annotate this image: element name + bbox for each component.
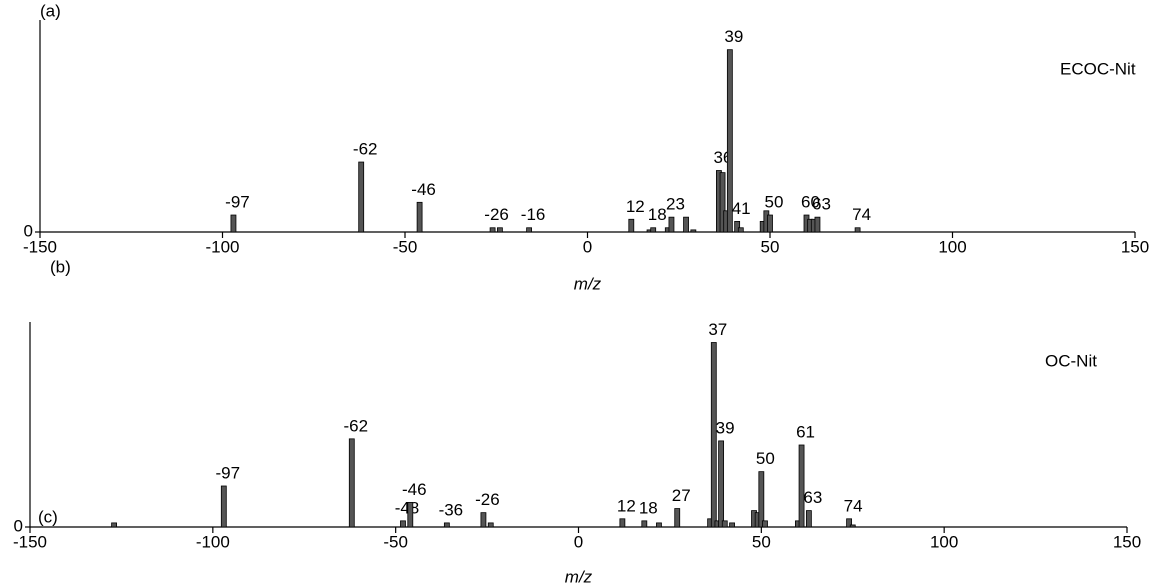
x-tick-label: 0 bbox=[574, 532, 583, 551]
bar bbox=[849, 524, 856, 528]
x-tick-label: -100 bbox=[196, 532, 230, 551]
bar bbox=[710, 342, 717, 528]
peak-label: -97 bbox=[225, 193, 250, 212]
bar bbox=[690, 229, 697, 233]
bar bbox=[762, 520, 768, 528]
x-tick-label: 50 bbox=[752, 532, 771, 551]
bar bbox=[656, 522, 662, 528]
x-tick-label: 100 bbox=[938, 237, 966, 256]
bar bbox=[628, 218, 635, 233]
peak-label: 60 bbox=[801, 193, 820, 212]
peak-label: -62 bbox=[353, 140, 378, 159]
bar bbox=[719, 172, 726, 233]
panel-label: (c) bbox=[38, 507, 58, 526]
x-tick-label: -50 bbox=[393, 237, 418, 256]
bar bbox=[416, 201, 423, 233]
peak-label: 50 bbox=[765, 193, 784, 212]
bar bbox=[619, 518, 626, 528]
panel-label: (a) bbox=[40, 1, 61, 20]
x-tick-label: -150 bbox=[13, 532, 47, 551]
x-tick-label: 50 bbox=[761, 237, 780, 256]
peak-label: 39 bbox=[724, 27, 743, 46]
peak-label: 63 bbox=[812, 195, 831, 214]
bar bbox=[846, 518, 852, 528]
bar bbox=[400, 520, 406, 528]
bar bbox=[480, 512, 487, 528]
x-tick-label: 100 bbox=[930, 532, 958, 551]
bar bbox=[798, 444, 805, 528]
peak-label: -26 bbox=[475, 490, 500, 509]
bar bbox=[407, 501, 414, 528]
bar bbox=[758, 471, 765, 528]
x-tick-label: 150 bbox=[1121, 237, 1149, 256]
peak-label: -36 bbox=[439, 500, 464, 519]
peak-label: -62 bbox=[343, 416, 368, 435]
bar bbox=[230, 214, 237, 233]
series-name: OC-Nit bbox=[1045, 351, 1097, 370]
peak-label: 61 bbox=[796, 422, 815, 441]
x-axis-label: m/z bbox=[565, 567, 593, 586]
series-name: ECOC-Nit bbox=[1060, 59, 1136, 78]
bar bbox=[674, 508, 681, 528]
bar bbox=[854, 227, 861, 233]
bar bbox=[526, 227, 532, 233]
peak-label: -48 bbox=[395, 498, 420, 517]
peak-label: 12 bbox=[617, 496, 636, 515]
bar bbox=[729, 522, 735, 528]
y-tick-label: 0 bbox=[24, 221, 33, 240]
peak-label: 23 bbox=[666, 195, 685, 214]
peak-label: 39 bbox=[716, 418, 735, 437]
x-tick-label: 150 bbox=[1113, 532, 1141, 551]
bar bbox=[111, 522, 118, 528]
bar bbox=[726, 49, 733, 233]
bar bbox=[496, 227, 503, 233]
peak-label: 63 bbox=[803, 488, 822, 507]
bar bbox=[721, 520, 728, 528]
peak-label: -16 bbox=[521, 205, 546, 224]
peak-label: 41 bbox=[732, 199, 751, 218]
bar bbox=[487, 522, 494, 528]
peak-label: -26 bbox=[484, 205, 509, 224]
peak-label: 27 bbox=[672, 486, 691, 505]
bar bbox=[718, 440, 725, 528]
peak-label: 12 bbox=[626, 197, 645, 216]
x-tick-label: -100 bbox=[205, 237, 239, 256]
peak-label: -46 bbox=[411, 180, 436, 199]
peak-label: -97 bbox=[216, 463, 241, 482]
y-tick-label: 0 bbox=[14, 516, 23, 535]
bar bbox=[683, 216, 689, 233]
bar bbox=[650, 227, 657, 233]
bar bbox=[641, 520, 648, 528]
x-axis-label: m/z bbox=[574, 274, 602, 293]
bar bbox=[805, 510, 812, 528]
bar bbox=[767, 214, 773, 233]
bar bbox=[668, 216, 675, 233]
peak-label: 18 bbox=[639, 498, 658, 517]
x-tick-label: -50 bbox=[383, 532, 408, 551]
bar bbox=[737, 227, 744, 233]
peak-label: -46 bbox=[402, 480, 427, 499]
bar bbox=[358, 161, 365, 233]
peak-label: 74 bbox=[852, 205, 871, 224]
bar bbox=[734, 220, 741, 233]
peak-label: 37 bbox=[708, 320, 727, 339]
x-tick-label: -150 bbox=[23, 237, 57, 256]
x-tick-label: 0 bbox=[583, 237, 592, 256]
bar bbox=[489, 227, 496, 233]
peak-label: 50 bbox=[756, 449, 775, 468]
peak-label: 18 bbox=[648, 205, 667, 224]
bar bbox=[814, 216, 821, 233]
bar bbox=[220, 485, 227, 528]
bar bbox=[348, 438, 355, 528]
panel-label: (b) bbox=[50, 257, 71, 276]
bar bbox=[443, 522, 450, 528]
peak-label: 74 bbox=[844, 496, 863, 515]
